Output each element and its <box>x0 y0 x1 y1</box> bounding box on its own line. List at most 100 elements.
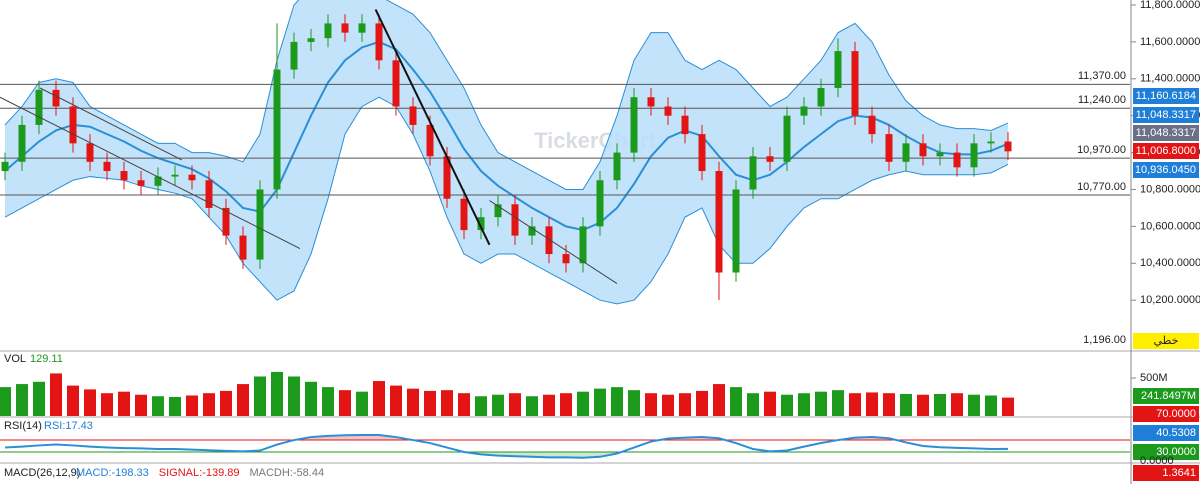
rsi-badge-label: 40.5308 <box>1156 427 1196 439</box>
candle-body <box>681 115 689 135</box>
volume-bar <box>611 387 623 416</box>
volume-bar <box>798 393 810 416</box>
y-tick-label: 0.0000 <box>1140 455 1174 467</box>
volume-bar <box>0 387 11 416</box>
macd-badge <box>1133 465 1199 481</box>
candle-body <box>851 51 859 116</box>
volume-bar <box>254 376 266 416</box>
rsi-label: RSI(14) <box>4 420 42 432</box>
volume-bar <box>866 392 878 416</box>
macd-reading: MACD:-198.33 <box>76 467 149 479</box>
level-label: 1,196.00 <box>1083 334 1126 346</box>
candle-body <box>120 171 128 181</box>
volume-bar <box>679 393 691 416</box>
candle-body <box>817 88 825 107</box>
candle-body <box>256 189 264 260</box>
candle-body <box>749 156 757 190</box>
candle-body <box>443 156 451 199</box>
candle-body <box>426 124 434 157</box>
level-label: 11,240.00 <box>1078 94 1126 106</box>
volume-bar <box>985 395 997 416</box>
candle-body <box>902 143 910 162</box>
volume-bar <box>237 384 249 416</box>
volume-label: VOL <box>4 353 26 365</box>
volume-bar <box>288 376 300 416</box>
volume-bar <box>713 384 725 416</box>
candle-body <box>647 97 655 107</box>
candle-body <box>460 198 468 231</box>
volume-bar <box>356 391 368 416</box>
candle-body <box>69 106 77 144</box>
volume-bar <box>560 393 572 416</box>
candle-body <box>987 141 995 144</box>
candle-body <box>528 226 536 236</box>
volume-bar <box>968 394 980 416</box>
volume-bar <box>747 393 759 416</box>
y-tick-label: 10,800.0000 <box>1140 183 1200 195</box>
candle-body <box>86 143 94 162</box>
bollinger-lower <box>4 96 1009 305</box>
volume-bar <box>764 391 776 416</box>
volume-bar <box>577 391 589 416</box>
candle-body <box>868 115 876 135</box>
volume-reading: 129.11 <box>30 353 63 365</box>
rsi-level-badge <box>1133 406 1199 422</box>
candle-body <box>511 204 519 236</box>
volume-bar <box>169 396 181 416</box>
volume-bar <box>526 396 538 416</box>
volume-bar <box>152 396 164 416</box>
volume-bar <box>696 390 708 416</box>
candle-body <box>290 41 298 70</box>
volume-bar <box>730 387 742 416</box>
volume-badge-label: 241.8497M <box>1141 390 1196 402</box>
volume-bar <box>849 393 861 416</box>
bollinger-middle <box>4 40 1009 232</box>
candle-body <box>137 180 145 186</box>
volume-bar <box>407 388 419 416</box>
candle-body <box>579 226 587 264</box>
volume-bar <box>543 394 555 416</box>
volume-bar <box>390 385 402 416</box>
volume-bar <box>33 381 45 416</box>
level-label: 10,970.00 <box>1077 144 1126 156</box>
y-tick-label: 11,400.0000 <box>1140 73 1200 85</box>
candle-body <box>171 174 179 177</box>
volume-bar <box>271 371 283 416</box>
y-tick-label: 500M <box>1140 372 1168 384</box>
volume-bar <box>339 390 351 416</box>
candle-body <box>205 180 213 208</box>
volume-bar <box>16 384 28 416</box>
candle-body <box>664 106 672 116</box>
bollinger-band-area <box>5 0 1008 304</box>
candle-body <box>307 38 315 42</box>
volume-bar <box>101 393 113 416</box>
candle-body <box>953 152 961 168</box>
y-tick-label: 11,800.0000 <box>1140 0 1200 11</box>
chart-mode-badge <box>1133 333 1199 349</box>
volume-bar <box>900 393 912 416</box>
volume-badge <box>1133 388 1199 404</box>
candle-body <box>188 174 196 181</box>
candle-body <box>52 89 60 107</box>
volume-bar <box>67 385 79 416</box>
candle-body <box>324 23 332 39</box>
candle-body <box>885 134 893 162</box>
volume-bar <box>934 393 946 416</box>
candle-body <box>834 51 842 89</box>
trend-line <box>489 200 618 284</box>
price-badge <box>1133 143 1199 159</box>
level-label: 11,370.00 <box>1078 70 1126 82</box>
y-tick-label: 10,600.0000 <box>1140 220 1200 232</box>
bollinger-upper <box>4 0 1009 190</box>
candle-body <box>630 97 638 153</box>
rsi-badge <box>1133 425 1199 441</box>
volume-bar <box>305 381 317 416</box>
candle-body <box>358 23 366 33</box>
volume-bar <box>118 391 130 416</box>
volume-bar <box>135 394 147 416</box>
volume-bar <box>492 394 504 416</box>
candle-body <box>936 152 944 157</box>
volume-bar <box>662 394 674 416</box>
candle-body <box>800 106 808 116</box>
candle-body <box>409 106 417 125</box>
